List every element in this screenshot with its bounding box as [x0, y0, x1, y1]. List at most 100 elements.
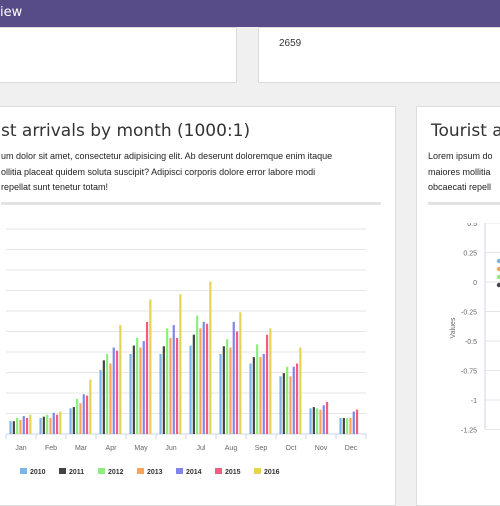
bar-2016-Mar[interactable]	[89, 379, 92, 434]
bar-2011-Jan[interactable]	[12, 421, 15, 434]
legend-label-2014[interactable]: 2014	[186, 469, 202, 476]
bar-2011-Sep[interactable]	[252, 357, 255, 434]
bar-2012-Dec[interactable]	[346, 417, 349, 434]
bar-2012-Jun[interactable]	[166, 328, 169, 434]
bar-2015-Sep[interactable]	[265, 334, 269, 434]
bar-2013-Sep[interactable]	[259, 357, 262, 434]
bar-2015-Jun[interactable]	[175, 337, 179, 434]
bar-2015-Nov[interactable]	[325, 401, 329, 434]
bar-2013-Dec[interactable]	[349, 417, 352, 434]
legend-swatch-2015[interactable]	[215, 468, 222, 474]
legend-swatch-2010[interactable]	[20, 468, 27, 474]
bar-2015-Feb[interactable]	[55, 414, 59, 434]
legend-label-2015[interactable]: 2015	[225, 469, 241, 476]
bar-2016-Jul[interactable]	[209, 281, 212, 434]
bar-2016-Oct[interactable]	[299, 347, 302, 434]
bar-2010-Jul[interactable]	[189, 345, 192, 434]
bar-2012-Feb[interactable]	[46, 414, 49, 434]
bar-2015-Jul[interactable]	[205, 323, 209, 434]
legend-label-2013[interactable]: 2013	[147, 469, 163, 476]
bar-2011-Jun[interactable]	[162, 346, 165, 434]
bar-2012-May[interactable]	[136, 337, 139, 434]
bar-2010-Jan[interactable]	[9, 421, 12, 434]
bar-2010-Sep[interactable]	[249, 363, 252, 434]
bar-2011-Feb[interactable]	[42, 416, 45, 434]
bar-2011-Oct[interactable]	[282, 373, 285, 434]
bar-2013-Nov[interactable]	[319, 409, 322, 434]
bar-2013-Oct[interactable]	[289, 376, 292, 434]
bar-2014-Jun[interactable]	[172, 325, 175, 434]
bar-2013-Mar[interactable]	[79, 403, 82, 434]
description-line: maiores mollitia	[428, 166, 491, 177]
bar-2011-Mar[interactable]	[72, 407, 75, 434]
y-tick-label: -0.5	[465, 339, 477, 346]
legend-swatch-2013[interactable]	[137, 468, 144, 474]
bar-2010-May[interactable]	[129, 353, 132, 434]
bar-2015-Mar[interactable]	[85, 395, 89, 434]
bar-2010-Oct[interactable]	[279, 376, 282, 434]
bar-2016-Aug[interactable]	[239, 312, 242, 434]
bar-2012-Jul[interactable]	[196, 315, 199, 434]
bar-2014-Sep[interactable]	[262, 353, 265, 434]
bar-2011-Aug[interactable]	[222, 346, 225, 434]
bar-2012-Jan[interactable]	[16, 417, 19, 434]
bar-2015-May[interactable]	[145, 321, 149, 434]
bar-2013-Jul[interactable]	[199, 328, 202, 434]
bar-2015-Oct[interactable]	[295, 363, 299, 434]
bar-2011-May[interactable]	[132, 345, 135, 434]
bar-2014-May[interactable]	[142, 341, 145, 434]
bar-2015-Dec[interactable]	[355, 409, 359, 434]
bar-2012-Apr[interactable]	[106, 353, 109, 434]
bar-2013-Jan[interactable]	[19, 419, 22, 434]
legend-label-2010[interactable]: 2010	[30, 469, 46, 476]
bar-2012-Sep[interactable]	[256, 344, 259, 434]
bar-2014-Jan[interactable]	[22, 416, 25, 434]
bar-2014-Dec[interactable]	[352, 411, 355, 434]
bar-2011-Apr[interactable]	[102, 360, 105, 434]
bar-2010-Dec[interactable]	[339, 417, 342, 434]
bar-2011-Dec[interactable]	[342, 417, 345, 434]
bar-2010-Aug[interactable]	[219, 353, 222, 434]
bar-2014-Aug[interactable]	[232, 321, 235, 434]
bar-2013-Feb[interactable]	[49, 417, 52, 434]
bar-2012-Aug[interactable]	[226, 339, 229, 434]
bar-2010-Apr[interactable]	[99, 369, 102, 434]
bar-2016-Jan[interactable]	[29, 414, 32, 434]
legend-label-2012[interactable]: 2012	[108, 469, 124, 476]
bar-2015-Jan[interactable]	[25, 417, 29, 434]
bar-2013-Apr[interactable]	[109, 363, 112, 434]
bar-2015-Aug[interactable]	[235, 331, 239, 435]
bar-2014-Feb[interactable]	[52, 412, 55, 434]
legend-swatch-2014[interactable]	[176, 468, 183, 474]
bar-2010-Feb[interactable]	[39, 417, 42, 434]
legend-label-2011[interactable]: 2011	[69, 469, 84, 476]
bar-2010-Nov[interactable]	[309, 408, 312, 434]
bar-2010-Mar[interactable]	[69, 408, 72, 434]
bar-2016-Feb[interactable]	[59, 411, 62, 434]
bar-2012-Oct[interactable]	[286, 366, 289, 434]
bar-2012-Mar[interactable]	[76, 398, 79, 434]
legend-swatch-2012[interactable]	[98, 468, 105, 474]
bar-2016-Jun[interactable]	[179, 294, 182, 434]
legend-swatch-2016[interactable]	[254, 468, 261, 474]
arrivals-bar-chart: Jan Feb Mar Apr May Jun Jul Aug Sep Oct Nov Dec 2010…	[5, 228, 367, 476]
bar-2016-May[interactable]	[149, 299, 152, 434]
bar-2014-Apr[interactable]	[112, 347, 115, 434]
bar-2014-Oct[interactable]	[292, 366, 295, 434]
legend-label-2016[interactable]: 2016	[264, 469, 280, 476]
bar-2010-Jun[interactable]	[159, 353, 162, 434]
bar-2012-Nov[interactable]	[316, 408, 319, 434]
bar-2011-Jul[interactable]	[192, 334, 195, 434]
chart-card-description: um dolor sit amet, consectetur adipisici…	[1, 149, 391, 196]
bar-2014-Mar[interactable]	[82, 394, 85, 434]
legend-swatch-2011[interactable]	[59, 468, 66, 474]
bar-2014-Nov[interactable]	[322, 405, 325, 434]
bar-2016-Sep[interactable]	[269, 328, 272, 434]
bar-2016-Apr[interactable]	[119, 325, 122, 434]
bar-2013-Jun[interactable]	[169, 337, 172, 434]
bar-2011-Nov[interactable]	[312, 407, 315, 434]
bar-2014-Jul[interactable]	[202, 321, 205, 434]
bar-2013-May[interactable]	[139, 347, 142, 434]
bar-2013-Aug[interactable]	[229, 347, 232, 434]
bar-2015-Apr[interactable]	[115, 350, 119, 434]
